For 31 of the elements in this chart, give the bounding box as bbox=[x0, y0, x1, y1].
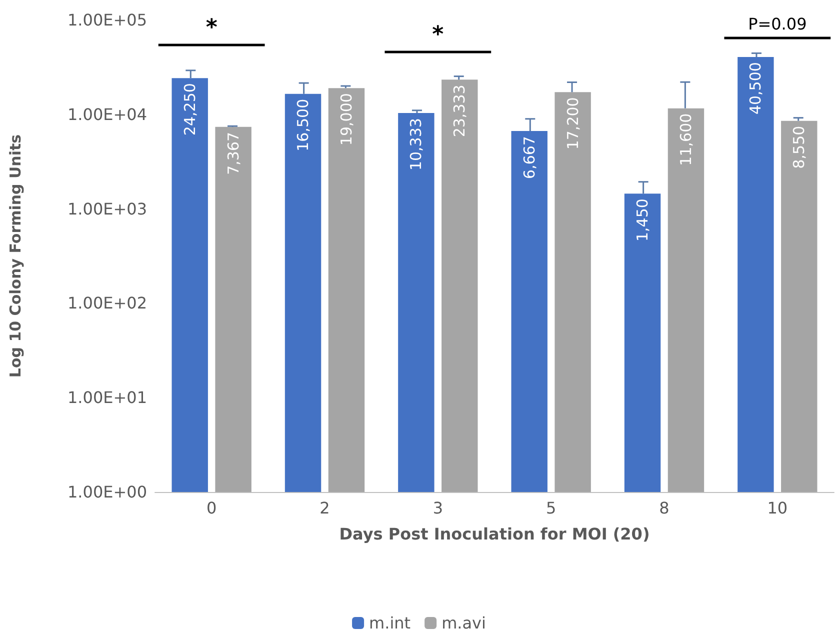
data-label: 19,000 bbox=[337, 93, 356, 146]
data-label: 17,200 bbox=[564, 97, 582, 150]
legend-label: m.int bbox=[369, 614, 411, 632]
x-axis-title: Days Post Inoculation for MOI (20) bbox=[339, 524, 650, 544]
data-label: 24,250 bbox=[180, 83, 199, 136]
annotation: * bbox=[432, 22, 444, 48]
y-tick-label: 1.00E+01 bbox=[68, 388, 147, 408]
data-label: 1,450 bbox=[634, 198, 652, 242]
legend-label: m.avi bbox=[442, 614, 486, 632]
y-tick-label: 1.00E+05 bbox=[68, 10, 147, 30]
data-label: 40,500 bbox=[746, 62, 765, 115]
data-label: 7,367 bbox=[224, 132, 242, 175]
y-axis-title: Log 10 Colony Forming Units bbox=[6, 134, 24, 378]
y-tick-label: 1.00E+03 bbox=[68, 199, 147, 218]
x-tick-label: 10 bbox=[767, 498, 788, 518]
data-label: 11,600 bbox=[676, 113, 695, 166]
y-tick-label: 1.00E+00 bbox=[68, 482, 147, 502]
y-tick-label: 1.00E+04 bbox=[68, 104, 147, 124]
x-tick-label: 3 bbox=[432, 498, 444, 518]
data-label: 10,333 bbox=[407, 118, 426, 171]
y-tick-label: 1.00E+02 bbox=[68, 294, 147, 313]
x-tick-label: 5 bbox=[546, 498, 556, 518]
data-label: 16,500 bbox=[294, 98, 312, 152]
x-tick-label: 0 bbox=[206, 498, 217, 518]
x-tick-label: 8 bbox=[659, 498, 670, 518]
annotation: P=0.09 bbox=[748, 14, 807, 34]
x-tick-label: 2 bbox=[320, 498, 330, 518]
data-label: 6,667 bbox=[520, 136, 538, 179]
data-label: 8,550 bbox=[790, 126, 808, 169]
data-label: 23,333 bbox=[450, 84, 469, 138]
annotation: * bbox=[206, 16, 218, 40]
